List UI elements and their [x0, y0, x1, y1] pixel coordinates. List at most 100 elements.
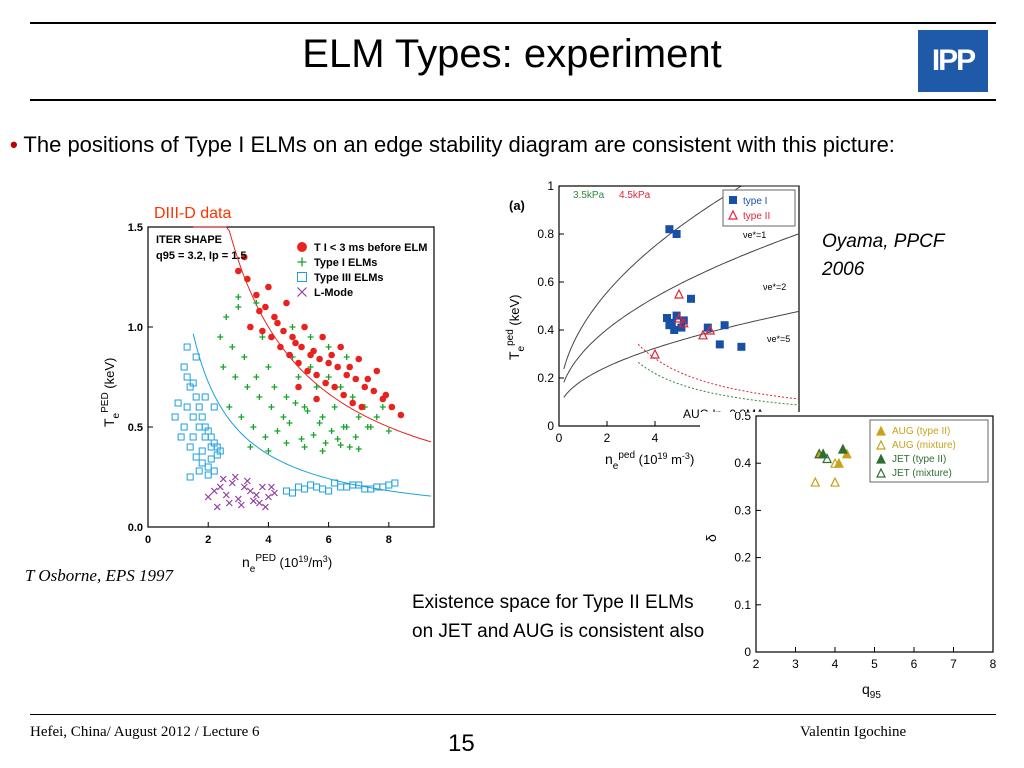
axis-label-part: 3	[323, 554, 328, 564]
diiid-data-label: DIII-D data	[154, 205, 232, 222]
data-point	[310, 432, 317, 438]
data-point	[232, 374, 239, 380]
data-point	[271, 313, 278, 321]
data-point	[198, 447, 206, 455]
axis-label-part: (keV)	[507, 295, 522, 330]
data-point	[261, 503, 269, 511]
data-point	[195, 467, 203, 475]
blue-boundary-curve	[192, 333, 432, 497]
x-axis-label: nePED (1019/m3)	[242, 553, 332, 575]
axis-label-part: /m	[308, 555, 322, 570]
data-point	[295, 359, 302, 367]
data-point	[186, 443, 194, 451]
data-point	[298, 343, 305, 351]
data-point	[328, 351, 335, 359]
data-point	[210, 487, 218, 495]
data-point	[322, 440, 329, 446]
top-rule	[30, 22, 996, 24]
axis-label-part: PED	[255, 553, 276, 564]
data-point	[238, 414, 245, 420]
data-point	[334, 436, 341, 442]
data-point	[822, 453, 833, 464]
data-point	[705, 324, 716, 335]
data-point	[259, 334, 266, 340]
legend-marker	[297, 257, 307, 267]
y-tick-label: 0	[744, 645, 751, 659]
collisionality-curve	[563, 310, 800, 398]
y-tick-label: 0.5	[734, 412, 751, 423]
data-point	[313, 483, 321, 491]
axis-label-part: e	[111, 412, 122, 418]
data-point	[322, 379, 329, 387]
data-point	[674, 288, 684, 299]
collisionality-label: νe*=2	[763, 282, 786, 292]
page-number: 15	[448, 730, 475, 757]
y-tick-label: 1.5	[128, 222, 143, 234]
x-axis-label: neped (1019 m-3)	[605, 450, 694, 472]
axis-label-part: (keV)	[102, 358, 117, 393]
diiid-chart-svg: 0 2 4 6 8 0.0 0.5 1.0 1.5 ITER SHAPE q95 = 3.2, Ip…	[100, 222, 435, 575]
data-point	[346, 363, 354, 371]
data-point	[295, 374, 302, 380]
y-tick-label: 0.8	[537, 227, 554, 241]
data-point	[830, 476, 840, 487]
x-tick-label: 0	[145, 534, 151, 546]
data-point	[243, 477, 251, 485]
data-point	[264, 493, 272, 501]
data-point	[241, 354, 248, 360]
data-point	[670, 326, 679, 334]
data-point	[283, 394, 290, 400]
axis-label-part: 19	[657, 451, 667, 461]
y-tick-label: 0.4	[537, 323, 554, 337]
collisionality-label: νe*=1	[743, 230, 766, 240]
x-tick-label: 6	[911, 657, 918, 671]
data-point	[277, 343, 284, 351]
data-point	[678, 317, 689, 328]
data-point	[674, 312, 684, 323]
axis-label-part: T	[101, 418, 117, 427]
axis-label-part: q	[862, 681, 870, 697]
data-point	[204, 463, 212, 471]
osborne-caption: T Osborne, EPS 1997	[25, 566, 173, 585]
jet-aug-chart: 2 3 4 5 6 7 8 0 0.1 0.2 0.3 0.4 0.5 AUG (type II) AUG …	[700, 412, 1005, 704]
data-point	[192, 453, 200, 461]
legend-label: Type I ELMs	[314, 257, 377, 269]
data-point	[256, 394, 263, 400]
data-point	[703, 323, 712, 332]
isobar-curve	[637, 343, 800, 400]
axis-label-part: e	[516, 345, 527, 351]
data-point	[235, 294, 242, 300]
data-point	[672, 230, 681, 238]
data-point	[253, 374, 260, 380]
data-point	[244, 275, 251, 283]
data-point	[235, 304, 242, 310]
data-point	[253, 300, 260, 306]
data-point	[316, 420, 323, 426]
data-point	[283, 299, 290, 307]
collisionality-curve	[563, 233, 800, 383]
data-point	[370, 387, 378, 395]
bullet-text: The positions of Type I ELMs on an edge …	[23, 132, 895, 157]
data-point	[286, 420, 293, 426]
legend-marker	[297, 242, 307, 252]
axis-label-part: )	[328, 555, 332, 570]
y-tick-label: 0.0	[128, 522, 143, 534]
diiid-chart: 0 2 4 6 8 0.0 0.5 1.0 1.5 ITER SHAPE q95 = 3.2, Ip…	[90, 205, 440, 585]
data-point	[180, 423, 188, 431]
data-point	[319, 448, 326, 454]
axis-label-part: e	[250, 564, 256, 575]
data-point	[262, 303, 269, 311]
data-point	[252, 491, 260, 499]
y-tick-label: 0	[547, 419, 554, 433]
x-tick-label: 8	[990, 657, 997, 671]
y-tick-label: 1	[547, 180, 554, 193]
data-point	[268, 483, 275, 491]
footer-rule	[30, 714, 996, 715]
data-point	[337, 343, 344, 351]
data-point	[234, 495, 242, 503]
data-point	[210, 467, 218, 475]
oyama-caption-line1: Oyama, PPCF	[822, 231, 945, 252]
data-point	[274, 428, 281, 434]
data-point	[301, 404, 308, 410]
y-tick-label: 0.2	[734, 551, 751, 565]
